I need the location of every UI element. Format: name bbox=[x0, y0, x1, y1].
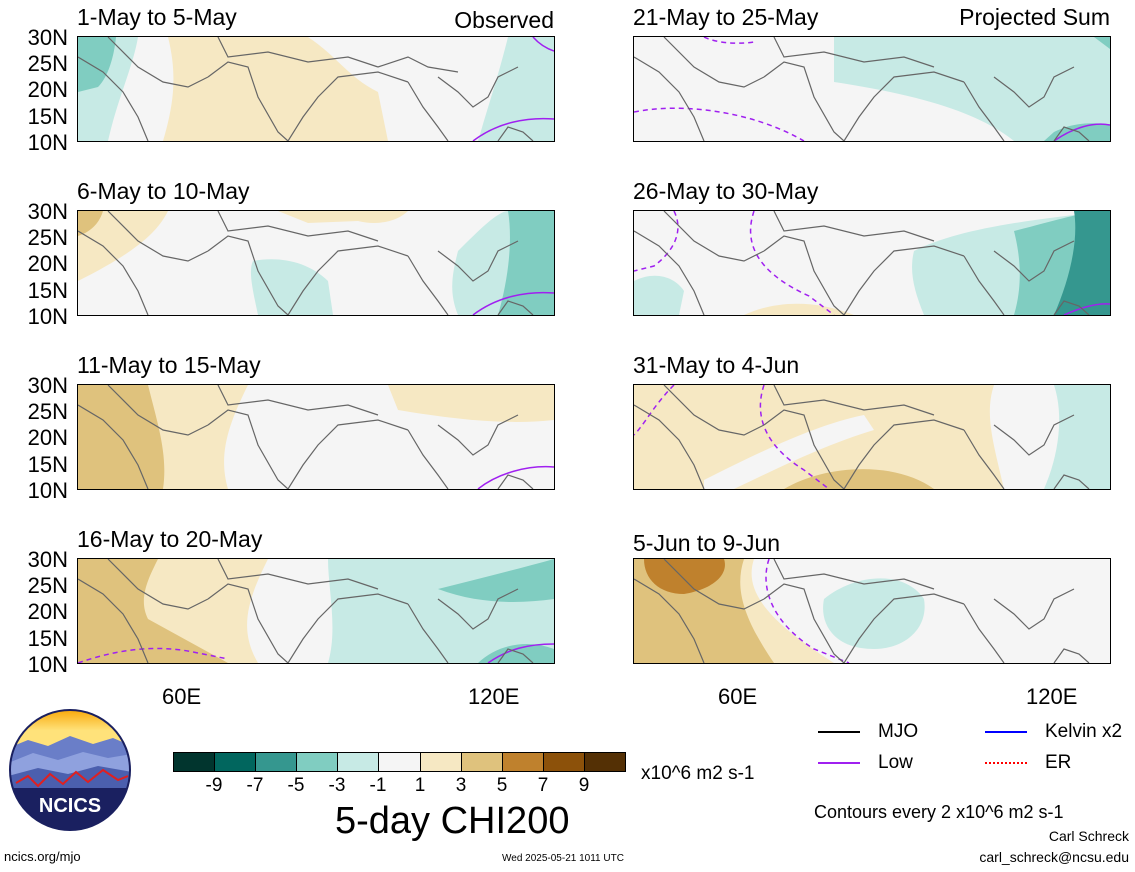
lat-label: 30N bbox=[27, 25, 68, 50]
lon-label-120e-left: 120E bbox=[468, 684, 520, 709]
colorbar-swatch bbox=[215, 753, 257, 771]
lat-label: 20N bbox=[27, 77, 68, 102]
author-name: Carl Schreck bbox=[1048, 828, 1129, 844]
colorbar-label: -1 bbox=[369, 775, 387, 796]
lat-label: 25N bbox=[27, 399, 68, 424]
legend-line-er bbox=[985, 762, 1027, 764]
lat-label: 15N bbox=[27, 104, 68, 129]
chart-title: 5-day CHI200 bbox=[335, 800, 570, 842]
panel-title-5: 21-May to 25-May bbox=[633, 4, 819, 30]
lat-label: 15N bbox=[27, 278, 68, 303]
projected-sum-header: Projected Sum bbox=[959, 4, 1110, 30]
colorbar bbox=[173, 752, 626, 772]
colorbar-swatch bbox=[461, 753, 503, 771]
legend-label-low: Low bbox=[878, 752, 913, 773]
panel-title-7: 31-May to 4-Jun bbox=[633, 352, 800, 378]
map-panel-1 bbox=[77, 36, 555, 142]
lat-label: 15N bbox=[27, 626, 68, 651]
panel-title-4: 16-May to 20-May bbox=[77, 526, 263, 552]
lat-label: 30N bbox=[27, 199, 68, 224]
lat-label: 20N bbox=[27, 425, 68, 450]
colorbar-swatch bbox=[420, 753, 462, 771]
lat-label: 25N bbox=[27, 51, 68, 76]
panel-title-3: 11-May to 15-May bbox=[77, 352, 261, 378]
colorbar-label: 5 bbox=[496, 775, 508, 796]
lat-label: 30N bbox=[27, 373, 68, 398]
lat-label: 10N bbox=[27, 130, 68, 155]
lat-label: 10N bbox=[27, 652, 68, 677]
timestamp: Wed 2025-05-21 1011 UTC bbox=[502, 853, 624, 864]
map-panel-4 bbox=[77, 558, 555, 664]
colorbar-swatch bbox=[256, 753, 298, 771]
lat-label: 25N bbox=[27, 573, 68, 598]
map-panel-6 bbox=[633, 210, 1111, 316]
map-panel-5 bbox=[633, 36, 1111, 142]
colorbar-swatch bbox=[174, 753, 216, 771]
map-panel-2 bbox=[77, 210, 555, 316]
lat-label: 10N bbox=[27, 478, 68, 503]
colorbar-swatch bbox=[379, 753, 421, 771]
lat-label: 10N bbox=[27, 304, 68, 329]
colorbar-swatch bbox=[502, 753, 544, 771]
colorbar-label: 3 bbox=[455, 775, 467, 796]
lon-label-60e-left: 60E bbox=[162, 684, 202, 709]
contour-note: Contours every 2 x10^6 m2 s-1 bbox=[814, 802, 1064, 822]
legend-label-mjo: MJO bbox=[878, 721, 919, 742]
colorbar-label: 7 bbox=[537, 775, 549, 796]
lat-label: 30N bbox=[27, 547, 68, 572]
colorbar-label: -5 bbox=[287, 775, 305, 796]
colorbar-label: -7 bbox=[246, 775, 264, 796]
lat-label: 25N bbox=[27, 225, 68, 250]
lon-label-120e-right: 120E bbox=[1026, 684, 1078, 709]
ncics-logo: NCICS bbox=[8, 708, 132, 832]
map-panel-7 bbox=[633, 384, 1111, 490]
colorbar-label: 1 bbox=[414, 775, 426, 796]
colorbar-swatch bbox=[584, 753, 626, 771]
panel-title-8: 5-Jun to 9-Jun bbox=[633, 530, 781, 556]
lat-label: 20N bbox=[27, 599, 68, 624]
legend-line-kelvin bbox=[985, 731, 1027, 733]
legend-label-kelvin: Kelvin x2 bbox=[1045, 721, 1123, 742]
lat-label: 15N bbox=[27, 452, 68, 477]
colorbar-swatch bbox=[338, 753, 380, 771]
legend-line-low bbox=[818, 762, 860, 764]
observed-header: Observed bbox=[454, 7, 554, 33]
panel-title-1: 1-May to 5-May bbox=[77, 4, 237, 30]
colorbar-swatch bbox=[297, 753, 339, 771]
logo-text: NCICS bbox=[39, 795, 101, 817]
map-panel-3 bbox=[77, 384, 555, 490]
lat-label: 20N bbox=[27, 251, 68, 276]
colorbar-label: -3 bbox=[328, 775, 346, 796]
site-link[interactable]: ncics.org/mjo bbox=[4, 849, 81, 864]
colorbar-swatch bbox=[543, 753, 585, 771]
panel-title-2: 6-May to 10-May bbox=[77, 178, 250, 204]
legend-label-er: ER bbox=[1045, 752, 1072, 773]
colorbar-label: 9 bbox=[578, 775, 590, 796]
colorbar-label: -9 bbox=[205, 775, 223, 796]
legend-line-mjo bbox=[818, 731, 860, 733]
panel-title-6: 26-May to 30-May bbox=[633, 178, 819, 204]
lon-label-60e-right: 60E bbox=[718, 684, 758, 709]
map-panel-8 bbox=[633, 558, 1111, 664]
author-email: carl_schreck@ncsu.edu bbox=[979, 849, 1129, 865]
colorbar-units: x10^6 m2 s-1 bbox=[641, 763, 755, 784]
